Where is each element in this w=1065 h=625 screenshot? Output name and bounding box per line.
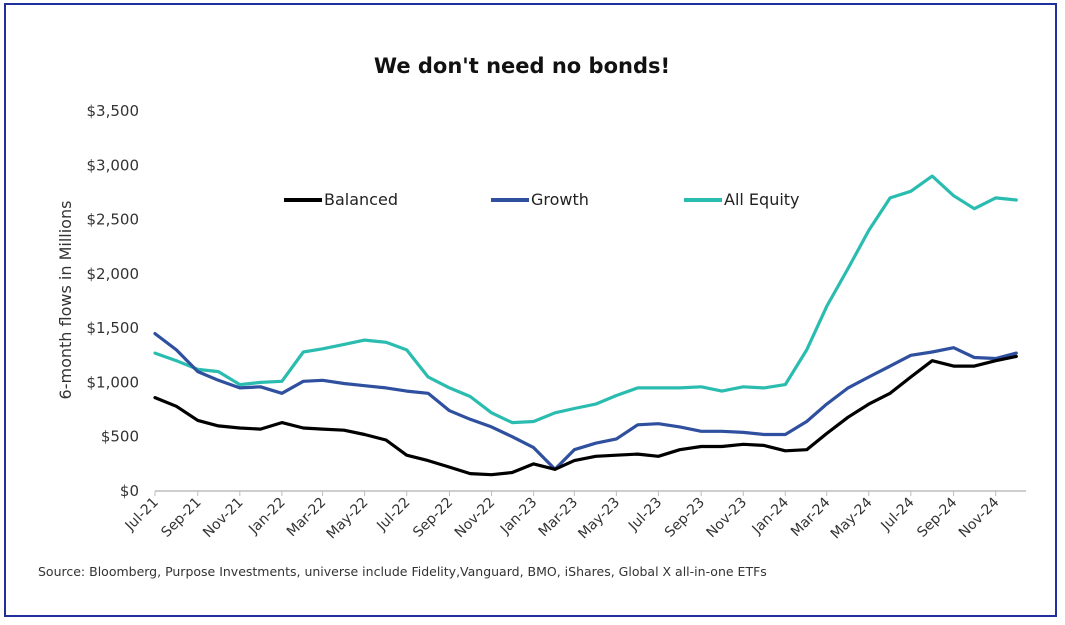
y-tick-label: $2,000 [87,265,140,283]
x-tick-label: Mar-24 [788,494,834,540]
legend-label: Growth [531,190,589,209]
x-tick-label: Sep-23 [662,495,708,541]
x-tick-label: Nov-21 [200,495,247,542]
y-tick-label: $0 [120,482,139,500]
series-lines [153,174,1018,477]
series-line-balanced [153,354,1018,477]
y-tick-label: $1,500 [87,319,140,337]
x-tick-label: May-23 [575,495,623,543]
x-tick-label: Jul-24 [878,494,918,534]
x-tick-label: Sep-21 [158,495,204,541]
y-tick-label: $2,500 [87,211,140,229]
y-axis-ticks: $0 $500 $1,000 $1,500 $2,000 $2,500 $3,000 $3,5… [87,102,140,500]
x-tick-label: May-22 [324,495,372,543]
x-tick-label: Jan-22 [245,495,288,538]
x-tick-label: Nov-24 [956,494,1003,541]
x-tick-label: Jul-23 [625,495,665,535]
y-tick-label: $3,000 [87,156,140,174]
y-tick-label: $1,000 [87,373,140,391]
legend-label: Balanced [324,190,398,209]
legend: Balanced Growth All Equity [284,190,800,209]
x-tick-label: May-24 [828,494,876,542]
y-tick-label: $500 [101,428,139,446]
x-tick-label: Nov-23 [704,495,751,542]
chart-title: We don't need no bonds! [374,54,670,78]
x-tick-label: Sep-24 [914,494,960,540]
x-tick-label: Nov-22 [452,495,499,542]
y-axis-label: 6-month flows in Millions [56,201,75,400]
y-tick-label: $3,500 [87,102,140,120]
x-tick-label: Mar-22 [284,495,330,541]
legend-label: All Equity [724,190,800,209]
chart-frame [4,3,1057,617]
series-line-growth [153,332,1018,471]
x-tick-label: Mar-23 [536,495,582,541]
x-tick-label: Jul-22 [373,495,413,535]
source-note: Source: Bloomberg, Purpose Investments, … [38,564,767,579]
x-tick-label: Jul-21 [122,495,162,535]
x-tick-label: Sep-22 [410,495,456,541]
x-tick-label: Jan-24 [749,494,793,538]
x-tick-label: Jan-23 [497,495,540,538]
series-line-all-equity [153,174,1018,425]
